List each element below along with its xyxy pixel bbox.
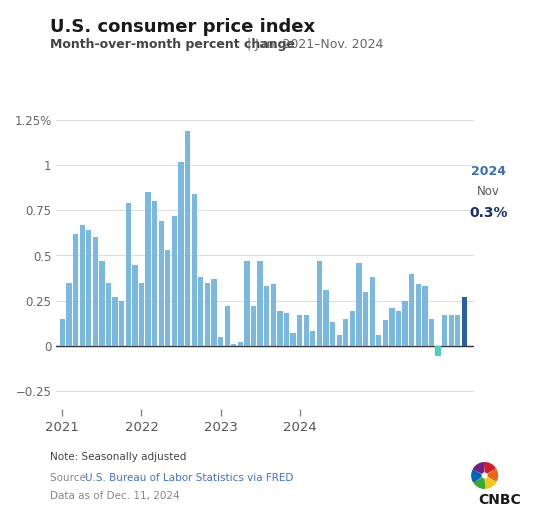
Bar <box>158 221 164 345</box>
Bar <box>284 313 289 345</box>
Bar <box>113 297 118 345</box>
Bar <box>191 194 197 345</box>
Bar <box>93 238 98 345</box>
Bar <box>264 286 270 345</box>
Text: Month-over-month percent change: Month-over-month percent change <box>50 38 295 51</box>
Bar <box>218 337 223 345</box>
Polygon shape <box>485 477 496 488</box>
Text: CNBC: CNBC <box>478 493 521 507</box>
Bar <box>119 300 124 345</box>
Bar <box>402 300 408 345</box>
Text: Note: Seasonally adjusted: Note: Seasonally adjusted <box>50 452 186 462</box>
Bar <box>185 131 190 345</box>
Bar <box>179 161 184 345</box>
Text: Nov: Nov <box>477 185 499 198</box>
Bar <box>211 279 217 345</box>
Bar <box>132 265 137 345</box>
Bar <box>231 344 237 345</box>
Bar <box>435 345 441 357</box>
Bar <box>363 292 368 345</box>
Bar <box>330 322 335 345</box>
Bar <box>429 319 434 345</box>
Bar <box>376 335 381 345</box>
Bar <box>205 283 210 345</box>
Bar <box>172 216 177 345</box>
Bar <box>369 277 375 345</box>
Text: Source:: Source: <box>50 473 93 483</box>
Bar <box>409 273 415 345</box>
Bar <box>462 297 467 345</box>
Bar <box>238 342 243 345</box>
Bar <box>66 283 71 345</box>
Bar <box>336 335 342 345</box>
Text: U.S. Bureau of Labor Statistics via FRED: U.S. Bureau of Labor Statistics via FRED <box>85 473 294 483</box>
Bar <box>455 315 460 345</box>
Bar <box>106 283 111 345</box>
Polygon shape <box>474 477 484 489</box>
Bar <box>416 284 421 345</box>
Text: | Jan. 2021–Nov. 2024: | Jan. 2021–Nov. 2024 <box>243 38 383 51</box>
Polygon shape <box>472 470 483 482</box>
Bar <box>198 277 204 345</box>
Bar <box>165 250 171 345</box>
Bar <box>146 192 151 345</box>
Bar <box>244 261 249 345</box>
Bar <box>257 261 263 345</box>
Text: 2024: 2024 <box>471 165 506 178</box>
Circle shape <box>482 473 487 478</box>
Bar <box>389 308 395 345</box>
Bar <box>350 311 355 345</box>
Bar <box>224 306 230 345</box>
Bar <box>152 201 157 345</box>
Bar <box>290 333 296 345</box>
Text: Data as of Dec. 11, 2024: Data as of Dec. 11, 2024 <box>50 491 180 501</box>
Bar <box>357 263 362 345</box>
Bar <box>277 311 282 345</box>
Bar <box>86 230 92 345</box>
Bar <box>271 284 276 345</box>
Bar <box>251 306 256 345</box>
Bar <box>99 261 104 345</box>
Bar <box>80 225 85 345</box>
Bar <box>324 290 329 345</box>
Text: U.S. consumer price index: U.S. consumer price index <box>50 18 315 36</box>
Polygon shape <box>487 469 497 481</box>
Polygon shape <box>474 463 484 474</box>
Bar <box>422 286 427 345</box>
Bar <box>126 203 131 345</box>
Bar <box>449 315 454 345</box>
Bar <box>139 283 144 345</box>
Bar <box>383 320 388 345</box>
Bar <box>60 319 65 345</box>
Bar <box>310 331 315 345</box>
Bar <box>396 311 401 345</box>
Text: 0.3%: 0.3% <box>469 206 507 220</box>
Bar <box>297 315 302 345</box>
Bar <box>343 319 348 345</box>
Polygon shape <box>484 462 495 474</box>
Bar <box>317 261 322 345</box>
Bar <box>73 234 78 345</box>
Bar <box>442 315 448 345</box>
Bar <box>304 315 309 345</box>
